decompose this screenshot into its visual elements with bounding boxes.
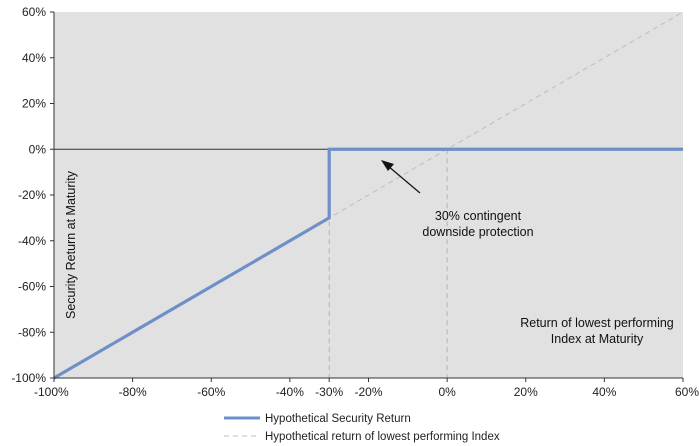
x-tick-label: 60% [675, 385, 699, 399]
y-tick-label: -60% [18, 280, 46, 294]
y-tick-label: -40% [18, 234, 46, 248]
annotation-line1: 30% contingent [435, 209, 522, 223]
x-tick-label: 0% [438, 385, 456, 399]
x-tick-label: 20% [514, 385, 538, 399]
y-tick-label: 40% [22, 51, 46, 65]
x-tick-label: 40% [592, 385, 616, 399]
legend: Hypothetical Security Return Hypothetica… [224, 413, 500, 443]
series-security-return-line [53, 147, 683, 380]
y-tick-label: 60% [22, 5, 46, 19]
legend-label-index-return: Hypothetical return of lowest performing… [265, 431, 500, 443]
x-axis-title-line2: Index at Maturity [551, 332, 644, 346]
y-tick-label: -100% [11, 371, 46, 385]
annotation-line2: downside protection [422, 225, 533, 239]
x-tick-label: -100% [34, 385, 69, 399]
x-tick-label: -40% [276, 385, 304, 399]
y-axis-title: Security Return at Maturity [64, 170, 78, 319]
annotation-arrow [381, 160, 421, 194]
y-tick-label: 20% [22, 97, 46, 111]
x-tick-label: -60% [197, 385, 225, 399]
y-tick-label: 0% [29, 142, 47, 156]
y-tick-label: -80% [18, 325, 46, 339]
x-axis-title-line1: Return of lowest performing [520, 316, 674, 330]
x-tick-label: -80% [119, 385, 147, 399]
y-tick-label: -20% [18, 188, 46, 202]
legend-label-security-return: Hypothetical Security Return [265, 413, 411, 425]
x-tick-label: -30% [315, 385, 343, 399]
x-tick-label: -20% [354, 385, 382, 399]
